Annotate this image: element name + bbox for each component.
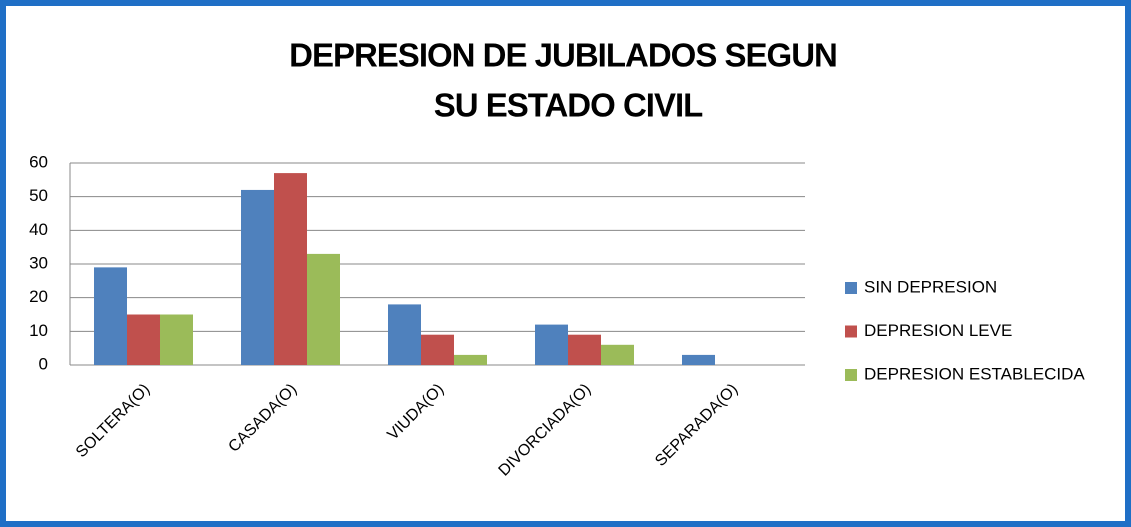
y-tick-label: 30 xyxy=(29,253,48,272)
bar xyxy=(454,354,487,365)
y-tick-label: 0 xyxy=(39,354,48,373)
bar xyxy=(568,334,601,365)
bar xyxy=(160,314,193,365)
y-tick-label: 40 xyxy=(29,220,48,239)
chart-title: DEPRESION DE JUBILADOS SEGUN xyxy=(289,37,837,74)
bar xyxy=(421,334,454,365)
bar xyxy=(388,304,421,365)
legend-label: DEPRESION ESTABLECIDA xyxy=(864,364,1085,383)
bar xyxy=(307,253,340,365)
legend-label: DEPRESION LEVE xyxy=(864,321,1012,340)
bar xyxy=(601,344,634,365)
y-tick-label: 10 xyxy=(29,321,48,340)
bar xyxy=(241,189,274,365)
y-tick-label: 60 xyxy=(29,152,48,171)
bar xyxy=(535,324,568,365)
legend-swatch xyxy=(845,325,857,338)
bar xyxy=(94,267,127,365)
bar xyxy=(682,354,715,365)
bar xyxy=(127,314,160,365)
legend-swatch xyxy=(845,369,857,381)
y-tick-label: 20 xyxy=(29,287,48,306)
legend-swatch xyxy=(845,282,857,294)
y-tick-label: 50 xyxy=(29,186,48,205)
legend-label: SIN DEPRESION xyxy=(864,277,997,296)
chart-title: SU ESTADO CIVIL xyxy=(434,87,703,124)
bar xyxy=(274,173,307,365)
